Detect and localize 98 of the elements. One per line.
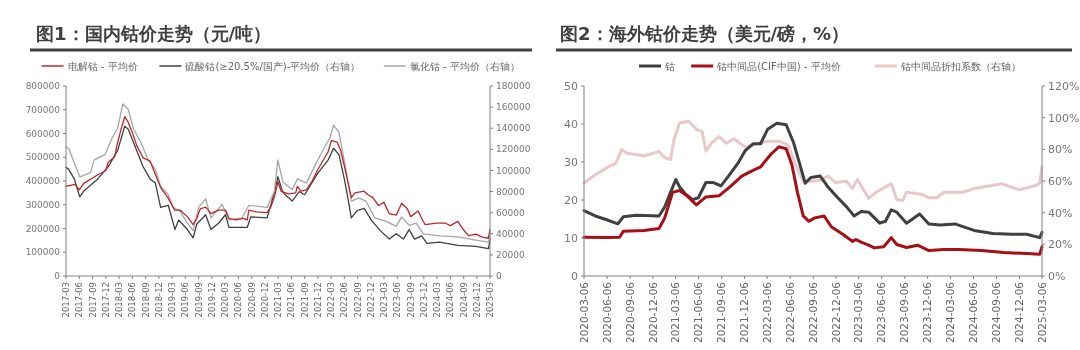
line-series bbox=[582, 145, 1044, 256]
y2-tick-label: 80% bbox=[1048, 143, 1073, 157]
y-tick-label: 200000 bbox=[25, 223, 61, 234]
x-tick-label: 2018-06 bbox=[127, 282, 138, 318]
x-tick-label: 2020-12-06 bbox=[646, 281, 659, 344]
y2-tick-label: 180000 bbox=[496, 81, 531, 92]
x-tick-label: 2023-03-06 bbox=[852, 281, 865, 344]
y2-tick-label: 100% bbox=[1048, 111, 1080, 125]
y2-tick-label: 120% bbox=[1048, 79, 1080, 93]
x-tick-label: 2020-03 bbox=[220, 282, 231, 318]
x-tick-label: 2022-09-06 bbox=[806, 281, 819, 344]
x-tick-label: 2017-12 bbox=[100, 282, 111, 318]
x-tick-label: 2021-03 bbox=[272, 282, 283, 318]
x-tick-label: 2024-06 bbox=[445, 282, 456, 318]
y2-tick-label: 20% bbox=[1048, 238, 1073, 252]
y-tick-label: 100000 bbox=[25, 247, 61, 258]
y-tick-label: 40 bbox=[564, 117, 578, 131]
x-tick-label: 2023-09 bbox=[405, 282, 416, 318]
line-series bbox=[582, 121, 1044, 240]
x-tick-label: 2020-06-06 bbox=[600, 281, 613, 344]
y-tick-label: 10 bbox=[564, 231, 578, 245]
x-tick-label: 2022-12-06 bbox=[829, 281, 842, 344]
y2-tick-label: 120000 bbox=[496, 144, 531, 155]
y2-tick-label: 0 bbox=[496, 271, 502, 282]
chart-title: 图2：海外钴价走势（美元/磅，%） bbox=[560, 23, 850, 44]
chart-title: 图1：国内钴价走势（元/吨） bbox=[36, 23, 272, 44]
x-tick-label: 2020-03-06 bbox=[577, 281, 590, 344]
x-tick-label: 2021-09-06 bbox=[715, 281, 728, 344]
legend-label: 钴中间品折扣系数（右轴） bbox=[899, 60, 1021, 72]
y-tick-label: 500000 bbox=[25, 152, 61, 163]
x-tick-label: 2019-06 bbox=[180, 282, 191, 318]
x-tick-label: 2020-12 bbox=[259, 282, 270, 318]
x-tick-label: 2021-12-06 bbox=[738, 281, 751, 344]
x-tick-label: 2023-12 bbox=[418, 282, 429, 318]
y-tick-label: 50 bbox=[564, 79, 578, 93]
x-tick-label: 2024-12-06 bbox=[1013, 281, 1026, 344]
x-tick-label: 2022-06 bbox=[339, 282, 350, 318]
line-series bbox=[582, 119, 1044, 203]
y2-tick-label: 160000 bbox=[496, 102, 531, 113]
y-tick-label: 20 bbox=[564, 193, 578, 207]
x-tick-label: 2021-12 bbox=[312, 282, 323, 318]
x-tick-label: 2020-09 bbox=[246, 282, 257, 318]
x-tick-label: 2017-09 bbox=[87, 282, 98, 318]
y2-tick-label: 20000 bbox=[496, 250, 525, 261]
x-tick-label: 2023-09-06 bbox=[898, 281, 911, 344]
x-tick-label: 2019-03 bbox=[166, 282, 177, 318]
y-tick-label: 300000 bbox=[25, 199, 61, 210]
x-tick-label: 2023-03 bbox=[378, 282, 389, 318]
x-tick-label: 2023-06-06 bbox=[875, 281, 888, 344]
x-tick-label: 2017-03 bbox=[60, 282, 71, 318]
x-tick-label: 2022-12 bbox=[365, 282, 376, 318]
x-tick-label: 2022-06-06 bbox=[783, 281, 796, 344]
y2-tick-label: 40% bbox=[1048, 206, 1073, 220]
x-tick-label: 2024-03 bbox=[432, 282, 443, 318]
legend-label: 氯化钴 - 平均价（右轴） bbox=[409, 60, 520, 72]
x-tick-label: 2021-03-06 bbox=[669, 281, 682, 344]
x-tick-label: 2018-12 bbox=[153, 282, 164, 318]
x-tick-label: 2021-09 bbox=[299, 282, 310, 318]
x-tick-label: 2019-12 bbox=[206, 282, 217, 318]
y2-tick-label: 60000 bbox=[496, 207, 525, 218]
y-tick-label: 600000 bbox=[25, 128, 61, 139]
legend-label: 硫酸钴(≥20.5%/国产)-平均价（右轴） bbox=[185, 60, 361, 72]
y2-tick-label: 140000 bbox=[496, 123, 531, 134]
x-tick-label: 2022-09 bbox=[352, 282, 363, 318]
y-tick-label: 700000 bbox=[25, 104, 61, 115]
y2-tick-label: 80000 bbox=[496, 186, 525, 197]
y2-tick-label: 40000 bbox=[496, 228, 525, 239]
x-tick-label: 2021-06-06 bbox=[692, 281, 705, 344]
x-tick-label: 2021-06 bbox=[286, 282, 297, 318]
x-tick-label: 2020-06 bbox=[233, 282, 244, 318]
y-tick-label: 0 bbox=[54, 271, 61, 282]
x-tick-label: 2024-03-06 bbox=[944, 281, 957, 344]
x-tick-label: 2023-06 bbox=[392, 282, 403, 318]
x-tick-label: 2022-03-06 bbox=[760, 281, 773, 344]
x-tick-label: 2018-03 bbox=[113, 282, 124, 318]
x-tick-label: 2019-09 bbox=[193, 282, 204, 318]
x-tick-label: 2018-09 bbox=[140, 282, 151, 318]
y2-tick-label: 60% bbox=[1048, 174, 1073, 188]
y-tick-label: 0 bbox=[571, 269, 578, 283]
legend-label: 钴中间品(CIF中国) - 平均价 bbox=[716, 60, 841, 72]
x-tick-label: 2025-03 bbox=[484, 282, 495, 318]
x-tick-label: 2024-09-06 bbox=[990, 281, 1003, 344]
x-tick-label: 2020-09-06 bbox=[623, 281, 636, 344]
x-tick-label: 2024-09 bbox=[458, 282, 469, 318]
y-tick-label: 400000 bbox=[25, 176, 61, 187]
x-tick-label: 2017-06 bbox=[74, 282, 85, 318]
y2-tick-label: 100000 bbox=[496, 165, 531, 176]
y-tick-label: 30 bbox=[564, 155, 578, 169]
x-tick-label: 2025-03-06 bbox=[1035, 281, 1048, 344]
y2-tick-label: 0% bbox=[1048, 269, 1066, 283]
x-tick-label: 2024-06-06 bbox=[967, 281, 980, 344]
x-tick-label: 2022-03 bbox=[325, 282, 336, 318]
legend-label: 电解钴 - 平均价 bbox=[67, 60, 138, 72]
y-tick-label: 800000 bbox=[25, 81, 61, 92]
line-series bbox=[65, 125, 491, 250]
x-tick-label: 2024-12 bbox=[471, 282, 482, 318]
x-tick-label: 2023-12-06 bbox=[921, 281, 934, 344]
legend-label: 钴 bbox=[664, 60, 675, 72]
